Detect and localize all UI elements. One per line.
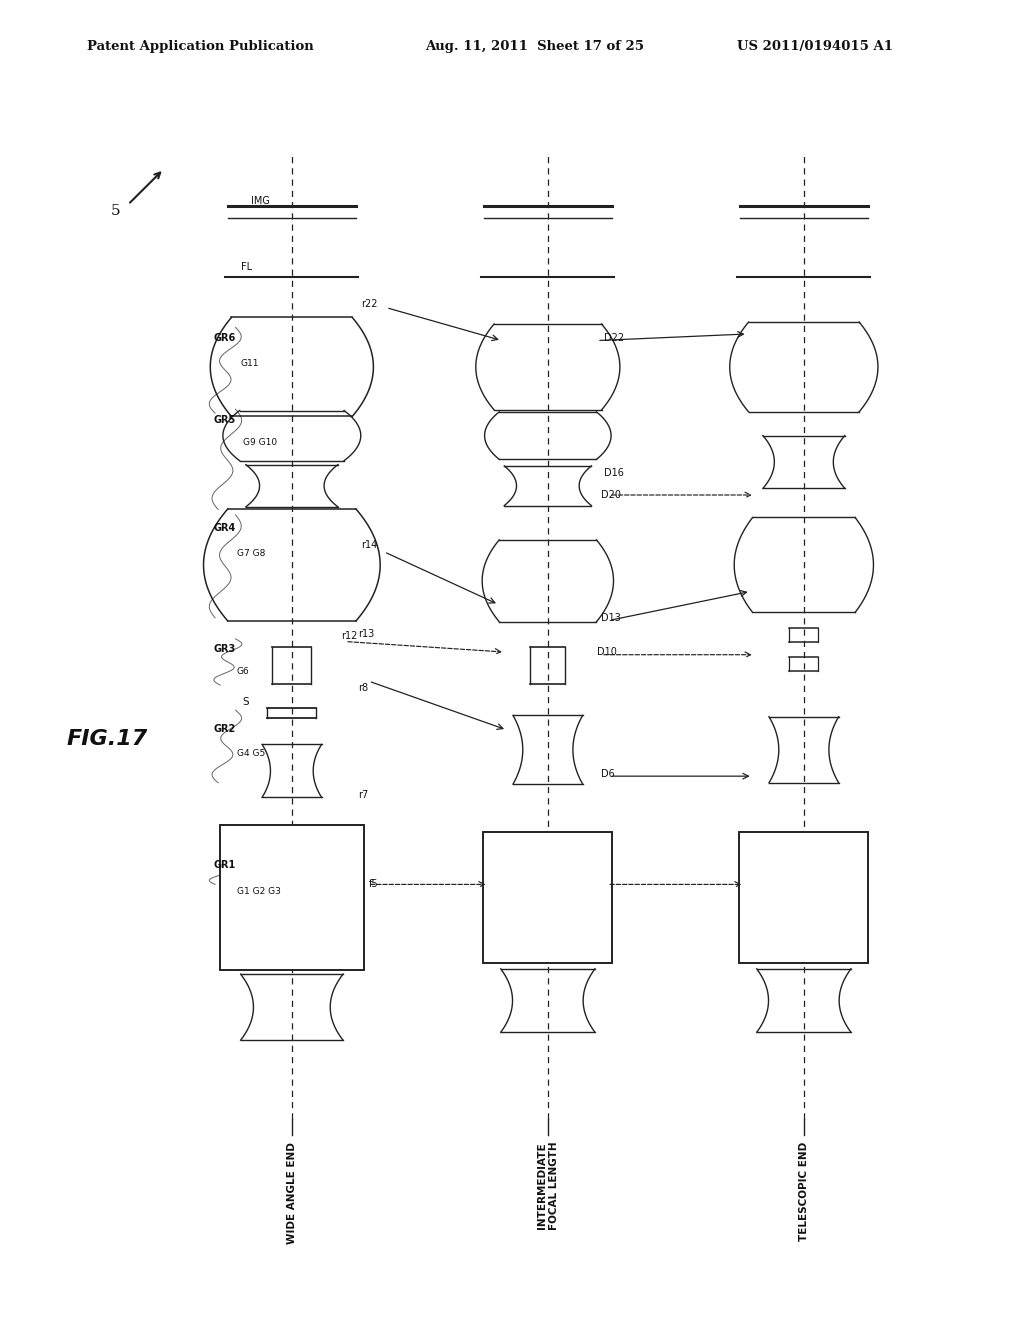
Text: 5: 5 bbox=[111, 205, 120, 218]
Bar bbox=[220, 825, 364, 970]
Text: r8: r8 bbox=[358, 682, 369, 693]
Text: D20: D20 bbox=[601, 490, 622, 500]
Text: D6: D6 bbox=[601, 768, 614, 779]
Text: IMG: IMG bbox=[251, 195, 269, 206]
Text: GR4: GR4 bbox=[213, 523, 236, 533]
Text: G1 G2 G3: G1 G2 G3 bbox=[237, 887, 281, 895]
Text: GR5: GR5 bbox=[213, 414, 236, 425]
Text: D16: D16 bbox=[604, 467, 624, 478]
Text: GR6: GR6 bbox=[213, 333, 236, 343]
Text: FIG.17: FIG.17 bbox=[67, 729, 147, 750]
Text: S: S bbox=[243, 697, 249, 708]
Text: Aug. 11, 2011  Sheet 17 of 25: Aug. 11, 2011 Sheet 17 of 25 bbox=[425, 40, 644, 53]
Text: G4 G5: G4 G5 bbox=[237, 750, 265, 758]
Text: D22: D22 bbox=[604, 333, 625, 343]
Text: INTERMEDIATE
FOCAL LENGTH: INTERMEDIATE FOCAL LENGTH bbox=[537, 1142, 559, 1230]
Text: r22: r22 bbox=[361, 298, 378, 309]
Text: r12: r12 bbox=[341, 631, 357, 642]
Text: r7: r7 bbox=[358, 789, 369, 800]
Text: r13: r13 bbox=[358, 628, 375, 639]
Text: GR3: GR3 bbox=[213, 644, 236, 655]
Text: f5: f5 bbox=[369, 879, 378, 890]
Text: G7 G8: G7 G8 bbox=[237, 549, 265, 557]
Text: GR1: GR1 bbox=[213, 859, 236, 870]
Text: GR2: GR2 bbox=[213, 723, 236, 734]
Bar bbox=[483, 833, 612, 964]
Text: Patent Application Publication: Patent Application Publication bbox=[87, 40, 313, 53]
Text: US 2011/0194015 A1: US 2011/0194015 A1 bbox=[737, 40, 893, 53]
Text: D10: D10 bbox=[597, 647, 616, 657]
Text: G9 G10: G9 G10 bbox=[243, 438, 276, 446]
Text: WIDE ANGLE END: WIDE ANGLE END bbox=[287, 1142, 297, 1243]
Text: G6: G6 bbox=[237, 668, 249, 676]
Text: FL: FL bbox=[241, 261, 252, 272]
Bar bbox=[739, 833, 868, 964]
Text: G11: G11 bbox=[241, 359, 259, 367]
Text: r14: r14 bbox=[361, 540, 378, 550]
Text: D13: D13 bbox=[601, 612, 621, 623]
Text: TELESCOPIC END: TELESCOPIC END bbox=[799, 1142, 809, 1241]
